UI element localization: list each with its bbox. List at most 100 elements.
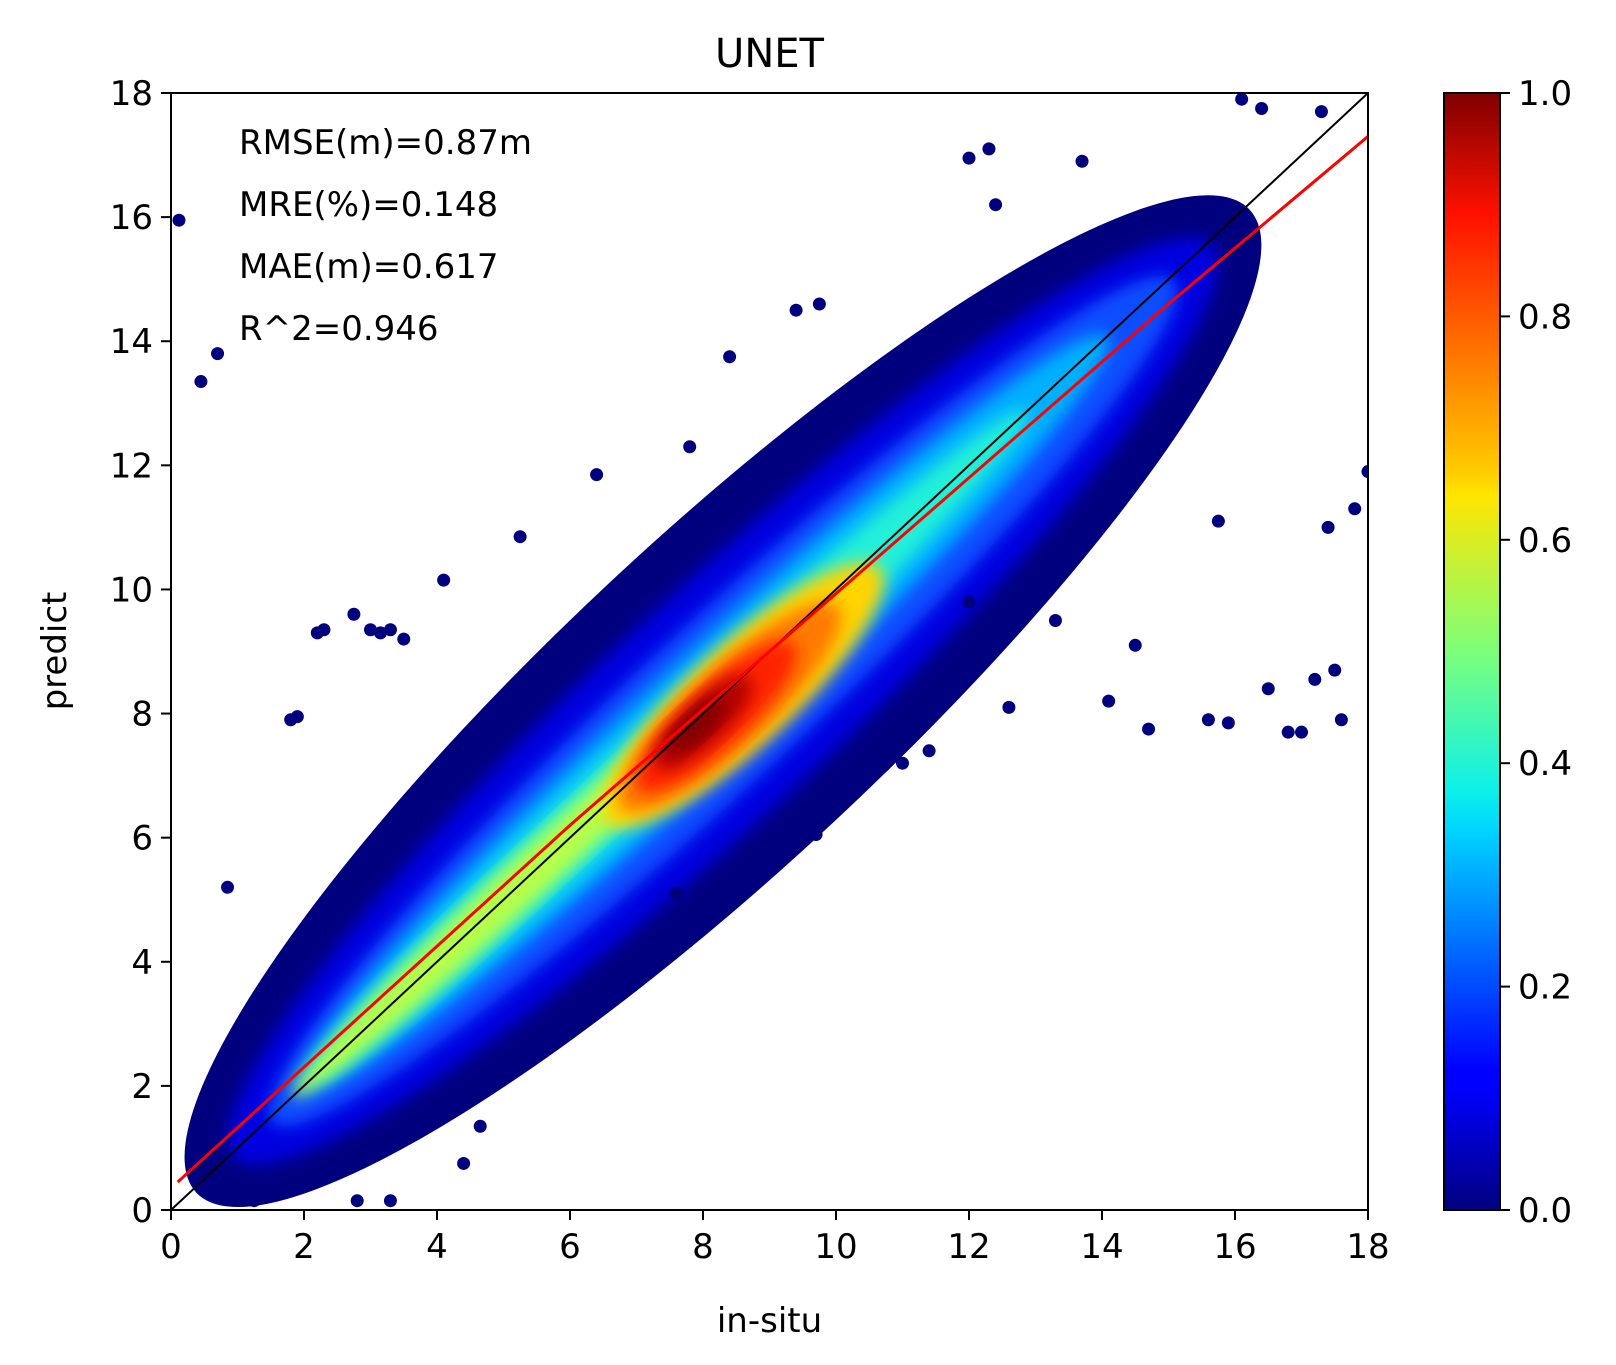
y-tick-label: 6	[131, 819, 153, 859]
x-axis-label: in-situ	[717, 1301, 822, 1341]
y-tick-label: 16	[110, 198, 153, 238]
x-tick-label: 14	[1080, 1227, 1123, 1267]
colorbar-tick-label: 0.8	[1518, 297, 1572, 337]
scatter-point	[1235, 93, 1249, 106]
scatter-point	[982, 142, 996, 156]
metrics-annotations: RMSE(m)=0.87m MRE(%)=0.148 MAE(m)=0.617 …	[239, 123, 532, 349]
scatter-point	[1281, 725, 1295, 739]
scatter-point	[962, 151, 976, 165]
scatter-point	[437, 573, 451, 587]
colorbar-tick-label: 0.6	[1518, 521, 1572, 561]
x-tick-label: 16	[1213, 1227, 1256, 1267]
scatter-point	[669, 887, 683, 901]
scatter-point	[1002, 700, 1016, 714]
scatter-point	[1261, 682, 1275, 696]
scatter-point	[809, 828, 823, 842]
scatter-point	[723, 350, 737, 364]
scatter-point	[290, 710, 304, 724]
y-tick-label: 4	[131, 943, 153, 983]
scatter-point	[896, 756, 909, 770]
scatter-point	[194, 375, 208, 389]
scatter-point	[962, 595, 976, 609]
y-tick-label: 18	[110, 74, 153, 114]
scatter-point	[1142, 722, 1156, 736]
x-tick-label: 8	[692, 1227, 714, 1267]
scatter-point	[989, 198, 1003, 212]
x-tick-label: 12	[947, 1227, 990, 1267]
outlier-points	[172, 93, 1368, 1208]
x-tick-label: 6	[559, 1227, 581, 1267]
scatter-point	[832, 800, 846, 814]
scatter-point	[383, 623, 397, 637]
scatter-point	[590, 468, 604, 482]
scatter-point	[247, 1194, 261, 1208]
scatter-point	[373, 626, 387, 640]
annotation-mae: MAE(m)=0.617	[239, 247, 499, 287]
annotation-rmse: RMSE(m)=0.87m	[239, 123, 532, 163]
scatter-point	[1048, 613, 1062, 627]
scatter-point	[610, 967, 624, 981]
scatter-point	[317, 623, 331, 637]
scatter-point	[364, 623, 377, 637]
scatter-point	[922, 744, 936, 758]
plot-frame	[170, 92, 1369, 1211]
density-band	[669, 700, 724, 752]
colorbar-tick-label: 1.0	[1518, 74, 1572, 114]
scatter-point	[383, 1194, 397, 1208]
scatter-point	[457, 1156, 471, 1170]
y-tick-label: 2	[131, 1067, 153, 1107]
y-tick-label: 12	[110, 446, 153, 486]
y-tick-label: 10	[110, 570, 153, 610]
scatter-point	[1075, 154, 1089, 168]
annotation-r2: R^2=0.946	[239, 309, 439, 349]
annotation-mre: MRE(%)=0.148	[239, 185, 498, 225]
colorbar: 0.0 0.2 0.4 0.6 0.8 1.0	[1443, 74, 1572, 1231]
scatter-point	[1211, 514, 1225, 528]
colorbar-tick-label: 0.4	[1518, 744, 1572, 784]
y-axis-label: predict	[35, 592, 75, 711]
scatter-point	[1348, 502, 1362, 516]
scatter-point	[683, 440, 697, 454]
y-tick-label: 14	[110, 322, 153, 362]
scatter-point	[221, 880, 235, 894]
scatter-point	[1314, 105, 1328, 119]
plot-area	[171, 93, 1368, 1210]
colorbar-ticks: 0.0 0.2 0.4 0.6 0.8 1.0	[1500, 74, 1572, 1231]
colorbar-gradient	[1444, 93, 1500, 1210]
scatter-point	[397, 632, 411, 646]
scatter-point	[782, 834, 796, 848]
scatter-point	[789, 303, 803, 317]
scatter-point	[1201, 713, 1215, 727]
scatter-point	[1295, 725, 1308, 739]
x-tick-label: 10	[814, 1227, 857, 1267]
y-tick-label: 0	[131, 1191, 153, 1231]
colorbar-tick-label: 0.0	[1518, 1191, 1572, 1231]
y-axis-ticks: 0 2 4 6 8 10 12 14 16 18	[110, 74, 171, 1231]
scatter-point	[350, 1194, 364, 1208]
scatter-point	[1334, 713, 1348, 727]
chart-title: UNET	[715, 31, 824, 77]
fit-line	[176, 135, 1368, 1184]
x-axis-ticks: 0 2 4 6 8 10 12 14 16 18	[160, 1210, 1390, 1267]
scatter-point	[812, 297, 826, 311]
scatter-point	[1255, 102, 1269, 116]
x-tick-label: 0	[160, 1227, 182, 1267]
scatter-point	[1102, 694, 1116, 708]
y-tick-label: 8	[131, 695, 153, 735]
scatter-point	[473, 1119, 487, 1133]
scatter-point	[1308, 672, 1322, 686]
x-tick-label: 4	[426, 1227, 448, 1267]
scatter-point	[1361, 465, 1368, 479]
colorbar-frame	[1443, 92, 1501, 1211]
scatter-point	[172, 213, 186, 227]
scatter-point	[513, 530, 527, 544]
scatter-point	[211, 347, 225, 361]
scatter-point	[1328, 663, 1342, 677]
scatter-point	[1128, 638, 1142, 652]
colorbar-tick-label: 0.2	[1518, 968, 1572, 1008]
scatter-point	[1221, 716, 1235, 730]
scatter-point	[586, 998, 600, 1012]
scatter-point	[347, 607, 361, 621]
